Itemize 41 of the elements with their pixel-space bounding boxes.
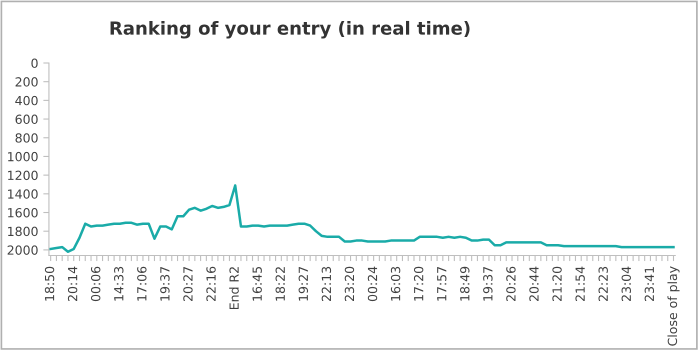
- y-tick-label: 1800: [8, 226, 38, 236]
- y-tick-label: 1400: [8, 189, 38, 199]
- line-series: [49, 184, 675, 254]
- x-tick-label: 20:26: [506, 266, 516, 302]
- y-tick-label: 1200: [8, 170, 38, 180]
- x-tick-label: 16:45: [252, 267, 262, 301]
- x-tick-label: 23:41: [644, 267, 654, 302]
- y-tick-label: 600: [16, 114, 38, 124]
- x-tick-label: 20:44: [529, 266, 539, 302]
- x-tick-label: 22:13: [322, 266, 332, 302]
- x-tick-label: 00:24: [368, 266, 378, 302]
- y-tick-label: 400: [15, 96, 38, 106]
- y-tick-label: 800: [16, 133, 38, 143]
- x-tick-label: 22:16: [206, 266, 216, 302]
- y-tick-label: 1000: [8, 152, 38, 162]
- x-tick-label: 21:20: [552, 266, 562, 302]
- x-tick-label: 16:03: [390, 266, 400, 301]
- chart-title: Ranking of your entry (in real time): [110, 20, 470, 39]
- y-tick-label: 1600: [8, 208, 38, 218]
- y-tick-label: 2000: [8, 245, 38, 255]
- x-tick-label: 17:06: [137, 266, 147, 301]
- x-tick-label: 17:57: [437, 266, 446, 301]
- y-tick-label: 0: [31, 58, 38, 68]
- x-tick-label: 19:37: [160, 266, 170, 301]
- y-tick-label: 200: [16, 77, 38, 87]
- x-tick-label: 19:37: [483, 266, 493, 301]
- x-tick-label: Close of play: [667, 266, 680, 346]
- x-tick-label: 18:22: [276, 267, 285, 301]
- x-tick-label: 23:20: [344, 266, 354, 302]
- x-tick-label: 17:20: [414, 266, 424, 301]
- x-tick-label: 18:50: [44, 266, 54, 301]
- x-tick-label: 14:33: [114, 266, 124, 301]
- x-tick-label: 00:06: [90, 266, 100, 302]
- x-tick-label: 20:14: [68, 266, 78, 302]
- x-tick-label: End R2: [229, 267, 239, 310]
- x-tick-label: 21:54: [575, 266, 585, 302]
- x-tick-label: 18:49: [460, 266, 470, 301]
- x-tick-label: 19:27: [298, 266, 308, 301]
- x-tick-label: 23:04: [622, 266, 631, 302]
- x-tick-label: 20:27: [183, 266, 193, 302]
- x-tick-label: 22:23: [598, 266, 608, 302]
